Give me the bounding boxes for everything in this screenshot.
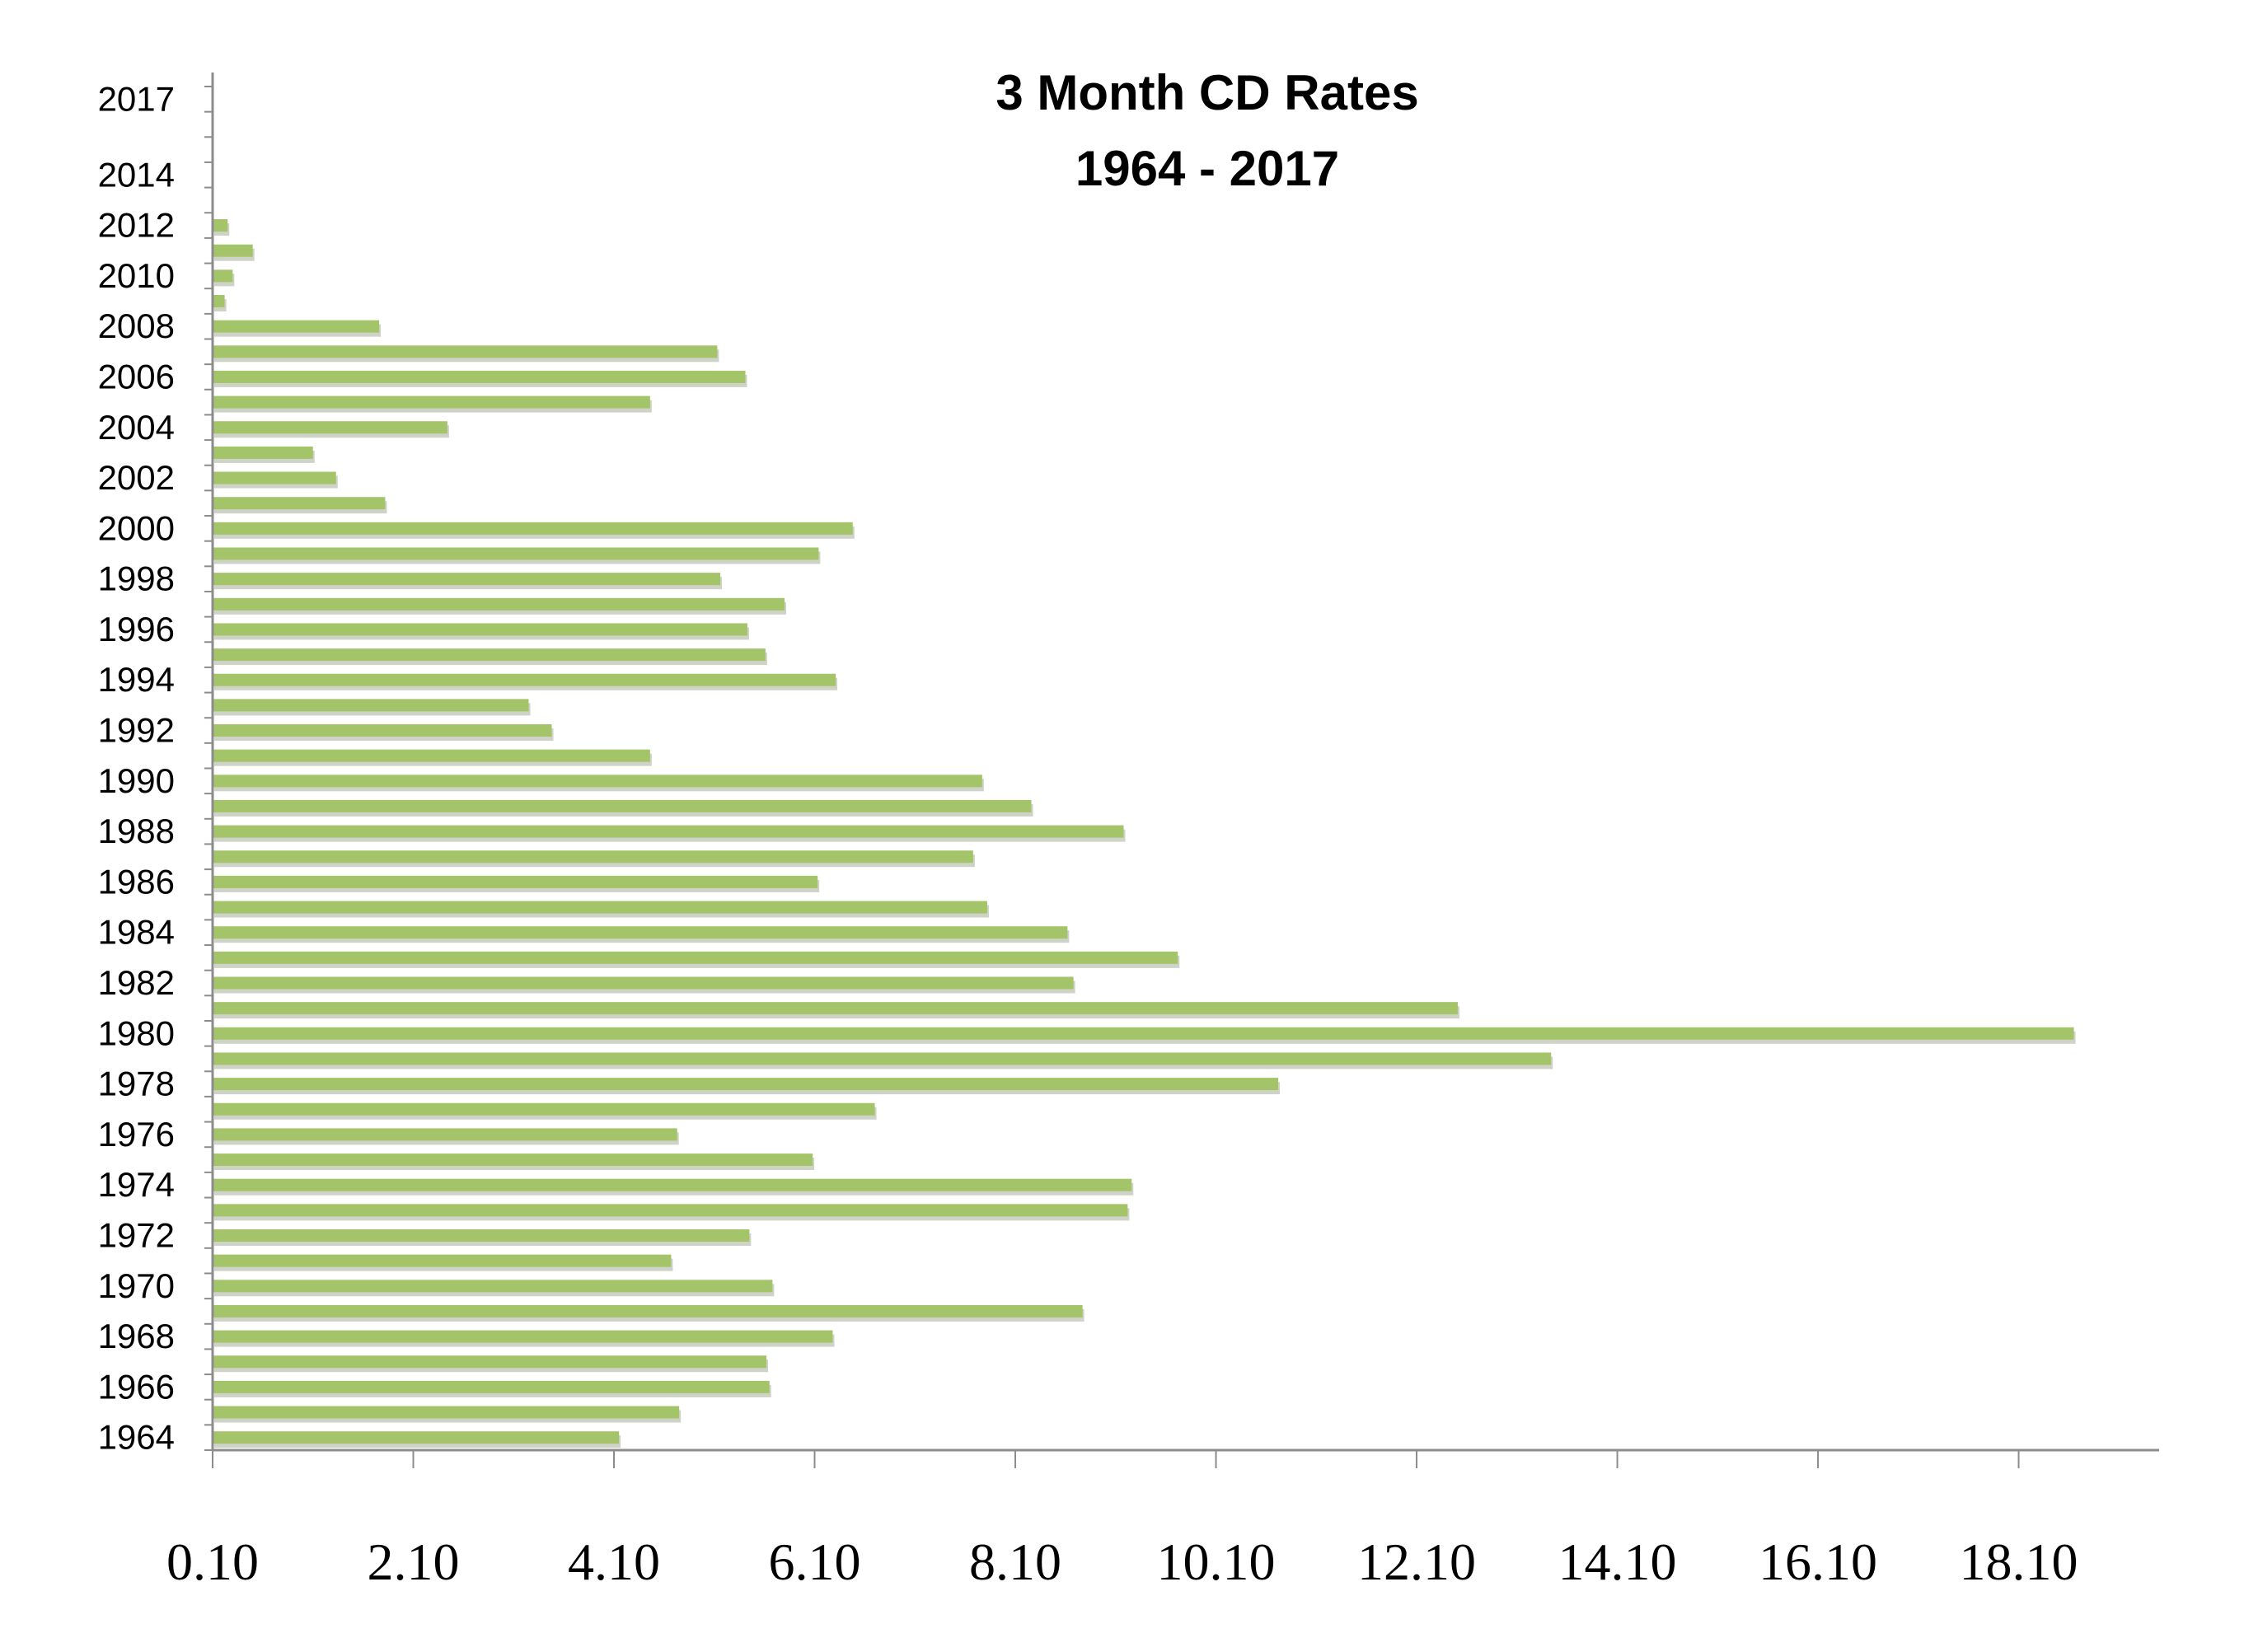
bar-1989 [213,799,1032,812]
bar-1965 [213,1406,680,1419]
chart-title-line-1: 3 Month CD Rates [996,65,1418,120]
y-tick-label-1994: 1994 [98,660,175,699]
bar-1991 [213,749,650,762]
y-tick-label-1982: 1982 [98,963,175,1002]
y-tick-label-1964: 1964 [98,1418,175,1457]
y-tick-label-2010: 2010 [98,256,175,295]
bar-2011 [213,244,253,257]
y-tick-label-2004: 2004 [98,408,175,447]
bar-1976 [213,1128,677,1141]
y-tick-label-1978: 1978 [98,1065,175,1103]
bar-1993 [213,699,529,712]
bar-2002 [213,471,336,484]
chart-title: 3 Month CD Rates 1964 - 2017 [996,65,1418,196]
bar-1979 [213,1052,1552,1065]
x-tick-label-3: 6.10 [769,1533,861,1591]
bar-1974 [213,1178,1132,1191]
x-tick-label-9: 18.10 [1960,1533,2078,1591]
y-tick-label-2000: 2000 [98,508,175,547]
bar-1995 [213,648,766,662]
y-tick-label-1996: 1996 [98,610,175,648]
y-tick-label-2008: 2008 [98,307,175,345]
bar-1964 [213,1431,620,1444]
y-tick-label-1990: 1990 [98,761,175,800]
bar-1975 [213,1154,813,1167]
bar-1978 [213,1078,1279,1091]
x-tick-label-6: 12.10 [1357,1533,1476,1591]
bar-1981 [213,1002,1458,1015]
bar-1994 [213,673,836,686]
bar-2005 [213,395,650,409]
bar-1973 [213,1204,1128,1217]
bar-1967 [213,1355,767,1369]
bar-1997 [213,597,785,611]
x-tick-label-1: 2.10 [368,1533,460,1591]
y-tick-label-1974: 1974 [98,1165,175,1204]
bar-2012 [213,219,228,232]
x-tick-label-7: 14.10 [1558,1533,1677,1591]
bar-1983 [213,951,1178,964]
bar-1968 [213,1330,833,1343]
bar-1988 [213,825,1124,838]
x-tick-label-0: 0.10 [166,1533,259,1591]
bar-1984 [213,926,1068,939]
y-tick-label-2006: 2006 [98,357,175,395]
bar-1990 [213,775,982,788]
chart-title-line-2: 1964 - 2017 [1075,141,1339,196]
y-tick-label-1998: 1998 [98,559,175,598]
y-tick-label-2014: 2014 [98,155,175,194]
y-tick-label-1972: 1972 [98,1215,175,1254]
bar-1977 [213,1102,875,1116]
bar-1992 [213,724,552,737]
y-tick-label-1988: 1988 [98,812,175,850]
bar-1998 [213,573,721,586]
y-tick-label-1992: 1992 [98,711,175,750]
y-tick-label-1970: 1970 [98,1266,175,1305]
y-tick-label-1966: 1966 [98,1367,175,1406]
y-tick-label-1984: 1984 [98,913,175,952]
bar-1986 [213,875,818,888]
bar-1970 [213,1280,773,1293]
bar-1972 [213,1228,750,1242]
bar-1996 [213,623,747,636]
y-tick-label-1976: 1976 [98,1115,175,1154]
bar-1980 [213,1027,2074,1040]
y-tick-label-1980: 1980 [98,1013,175,1052]
bar-2000 [213,522,853,535]
bar-1999 [213,547,819,560]
bar-1982 [213,976,1074,990]
bar-2009 [213,295,225,308]
bar-2001 [213,497,386,510]
bar-1966 [213,1380,770,1393]
bar-1969 [213,1304,1083,1317]
x-tick-label-2: 4.10 [568,1533,660,1591]
bar-1971 [213,1254,672,1267]
bar-1987 [213,850,973,863]
bar-2003 [213,446,313,459]
bar-2010 [213,269,233,283]
y-tick-label-2002: 2002 [98,458,175,497]
bar-2006 [213,370,746,383]
bar-2007 [213,345,718,358]
bar-1985 [213,901,987,914]
bar-2004 [213,421,447,434]
x-tick-label-5: 10.10 [1157,1533,1276,1591]
x-tick-label-8: 16.10 [1759,1533,1877,1591]
y-tick-label-1968: 1968 [98,1317,175,1355]
bar-2008 [213,320,380,333]
plot-area: 1964 1966 1968 1970 1972 1974 1976 1978 1980 1982… [98,73,2159,1591]
x-tick-label-4: 8.10 [969,1533,1061,1591]
y-tick-label-2017: 2017 [98,79,175,118]
y-tick-label-2012: 2012 [98,206,175,245]
y-tick-label-1986: 1986 [98,862,175,901]
